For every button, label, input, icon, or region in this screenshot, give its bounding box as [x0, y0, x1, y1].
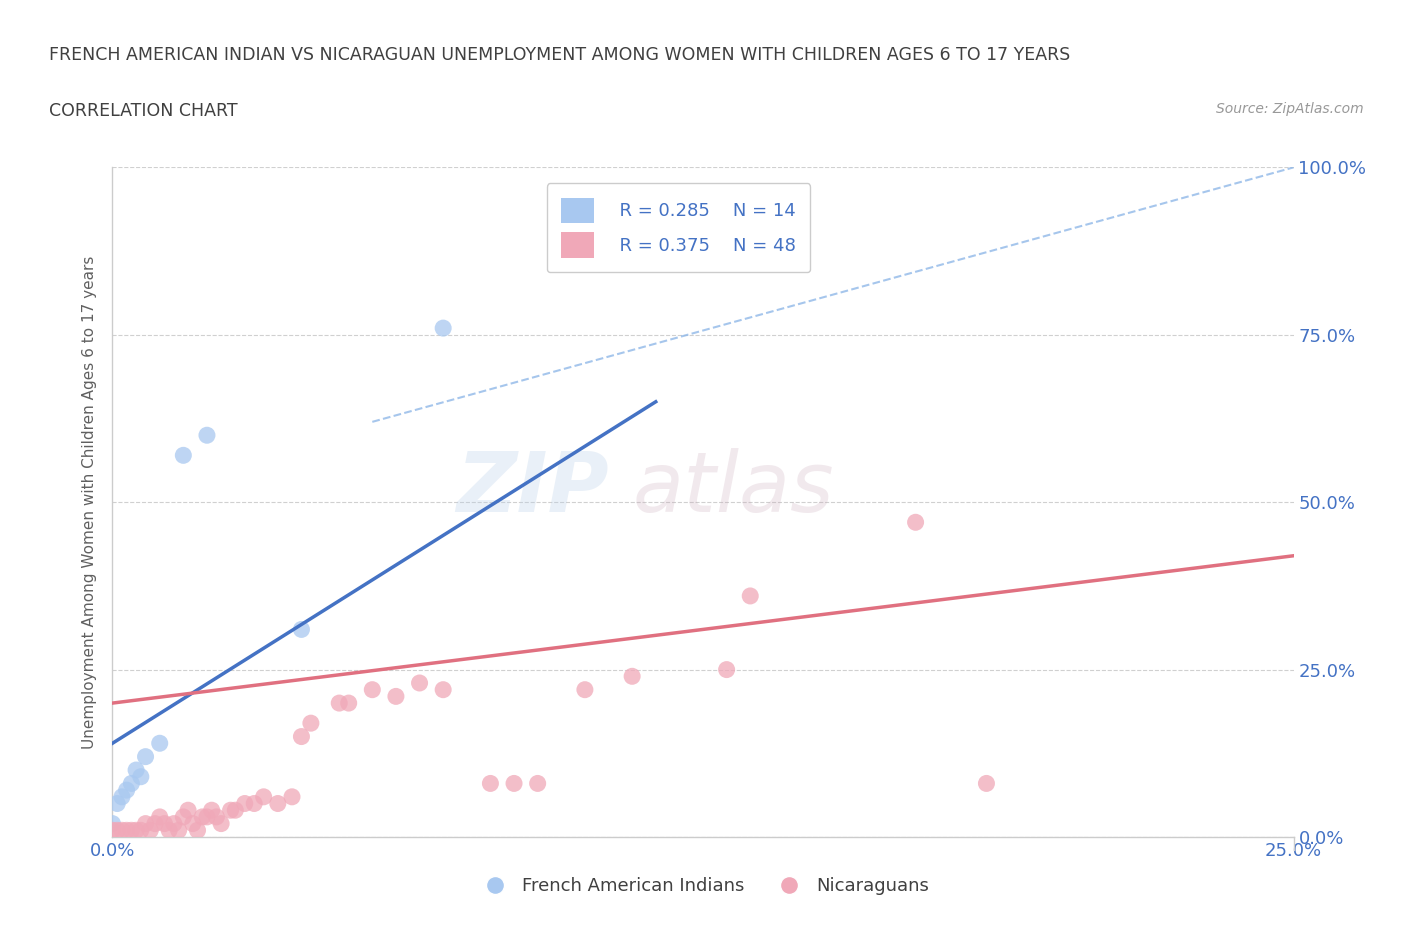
- Point: [129, 823, 152, 838]
- Point: [408, 675, 430, 690]
- Point: [976, 776, 998, 790]
- Point: [167, 823, 190, 838]
- Text: ZIP: ZIP: [456, 448, 609, 529]
- Point: [101, 817, 124, 831]
- Point: [716, 662, 738, 677]
- Point: [621, 669, 644, 684]
- Point: [143, 817, 166, 831]
- Point: [181, 817, 204, 831]
- Point: [201, 803, 224, 817]
- Point: [101, 823, 124, 838]
- Point: [385, 689, 408, 704]
- Legend: French American Indians, Nicaraguans: French American Indians, Nicaraguans: [470, 870, 936, 902]
- Point: [243, 796, 266, 811]
- Point: [129, 769, 152, 784]
- Point: [195, 809, 218, 824]
- Point: [163, 817, 186, 831]
- Legend:   R = 0.285    N = 14,   R = 0.375    N = 48: R = 0.285 N = 14, R = 0.375 N = 48: [547, 183, 810, 272]
- Point: [526, 776, 548, 790]
- Point: [503, 776, 526, 790]
- Point: [299, 716, 322, 731]
- Text: Source: ZipAtlas.com: Source: ZipAtlas.com: [1216, 102, 1364, 116]
- Point: [644, 193, 666, 208]
- Point: [120, 823, 142, 838]
- Point: [139, 823, 162, 838]
- Point: [233, 796, 256, 811]
- Point: [125, 763, 148, 777]
- Point: [361, 683, 384, 698]
- Point: [281, 790, 304, 804]
- Point: [186, 823, 208, 838]
- Point: [172, 448, 194, 463]
- Text: atlas: atlas: [633, 448, 834, 529]
- Point: [105, 796, 128, 811]
- Point: [209, 817, 232, 831]
- Point: [195, 428, 218, 443]
- Point: [149, 809, 172, 824]
- Point: [205, 809, 228, 824]
- Point: [111, 823, 134, 838]
- Point: [115, 783, 138, 798]
- Text: CORRELATION CHART: CORRELATION CHART: [49, 102, 238, 120]
- Point: [267, 796, 290, 811]
- Point: [253, 790, 276, 804]
- Point: [337, 696, 360, 711]
- Point: [149, 736, 172, 751]
- Point: [574, 683, 596, 698]
- Point: [135, 750, 157, 764]
- Point: [125, 823, 148, 838]
- Point: [115, 823, 138, 838]
- Y-axis label: Unemployment Among Women with Children Ages 6 to 17 years: Unemployment Among Women with Children A…: [82, 256, 97, 749]
- Point: [290, 622, 312, 637]
- Point: [172, 809, 194, 824]
- Point: [290, 729, 312, 744]
- Point: [904, 515, 927, 530]
- Point: [135, 817, 157, 831]
- Point: [177, 803, 200, 817]
- Point: [111, 790, 134, 804]
- Point: [105, 823, 128, 838]
- Point: [224, 803, 246, 817]
- Point: [219, 803, 242, 817]
- Point: [328, 696, 350, 711]
- Text: FRENCH AMERICAN INDIAN VS NICARAGUAN UNEMPLOYMENT AMONG WOMEN WITH CHILDREN AGES: FRENCH AMERICAN INDIAN VS NICARAGUAN UNE…: [49, 46, 1070, 64]
- Point: [479, 776, 502, 790]
- Point: [153, 817, 176, 831]
- Point: [432, 321, 454, 336]
- Point: [157, 823, 180, 838]
- Point: [120, 776, 142, 790]
- Point: [191, 809, 214, 824]
- Point: [432, 683, 454, 698]
- Point: [740, 589, 762, 604]
